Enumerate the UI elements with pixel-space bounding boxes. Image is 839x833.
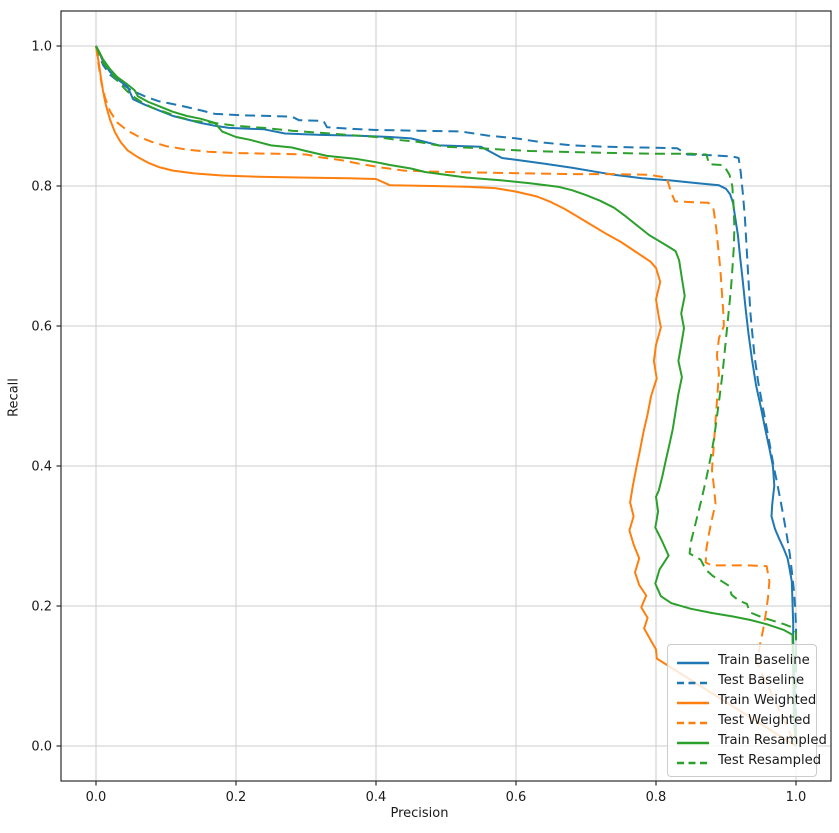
legend-item-train-resampled: Train Resampled bbox=[677, 731, 827, 751]
legend-line-sample bbox=[677, 751, 709, 770]
curve-test-baseline bbox=[95, 45, 797, 746]
legend-line-sample bbox=[677, 671, 709, 690]
legend-item-test-baseline: Test Baseline bbox=[677, 670, 807, 690]
y-tick-label: 0.2 bbox=[31, 600, 52, 615]
curve-test-weighted bbox=[95, 45, 797, 747]
x-tick-label: 0.0 bbox=[86, 790, 107, 805]
legend-item-train-weighted: Train Weighted bbox=[677, 690, 816, 710]
y-axis-label: Recall bbox=[6, 378, 22, 417]
x-axis-label: Precision bbox=[390, 806, 449, 821]
y-tick-label: 0.4 bbox=[31, 460, 52, 475]
legend-item-label: Test Weighted bbox=[718, 713, 811, 729]
x-tick-label: 0.2 bbox=[226, 790, 247, 805]
y-tick-label: 0.6 bbox=[31, 320, 52, 335]
legend-item-test-weighted: Test Weighted bbox=[677, 711, 811, 731]
legend-line-sample bbox=[677, 711, 709, 730]
x-tick-label: 0.4 bbox=[366, 790, 387, 805]
legend: Train Baseline Test Baseline Train Weigh… bbox=[667, 644, 827, 777]
legend-item-label: Test Resampled bbox=[718, 753, 822, 769]
legend-line-sample bbox=[677, 651, 709, 670]
legend-item-train-baseline: Train Baseline bbox=[677, 650, 810, 670]
x-tick-label: 0.6 bbox=[506, 790, 527, 805]
curves bbox=[95, 45, 797, 747]
axis-ticks: 0.0 0.2 0.4 0.6 0.8 1.0 0.0 0.2 0.4 0.6 0.8 1.0 bbox=[31, 40, 806, 806]
legend-line-sample bbox=[677, 731, 709, 750]
grid-lines bbox=[61, 11, 831, 781]
y-tick-label: 1.0 bbox=[31, 40, 52, 55]
x-tick-label: 0.8 bbox=[646, 790, 667, 805]
curve-test-resampled bbox=[95, 45, 797, 746]
curve-train-resampled bbox=[95, 45, 797, 747]
y-tick-label: 0.0 bbox=[31, 740, 52, 755]
legend-item-label: Train Weighted bbox=[718, 692, 817, 708]
curve-train-baseline bbox=[95, 45, 797, 747]
x-tick-label: 1.0 bbox=[786, 790, 807, 805]
y-tick-label: 0.8 bbox=[31, 180, 52, 195]
legend-item-test-resampled: Test Resampled bbox=[677, 751, 821, 771]
legend-item-label: Train Baseline bbox=[718, 652, 810, 668]
plot-border bbox=[60, 10, 832, 782]
legend-item-label: Test Baseline bbox=[718, 672, 805, 688]
curve-train-weighted bbox=[95, 45, 797, 747]
legend-item-label: Train Resampled bbox=[718, 733, 827, 749]
legend-line-sample bbox=[677, 691, 709, 710]
